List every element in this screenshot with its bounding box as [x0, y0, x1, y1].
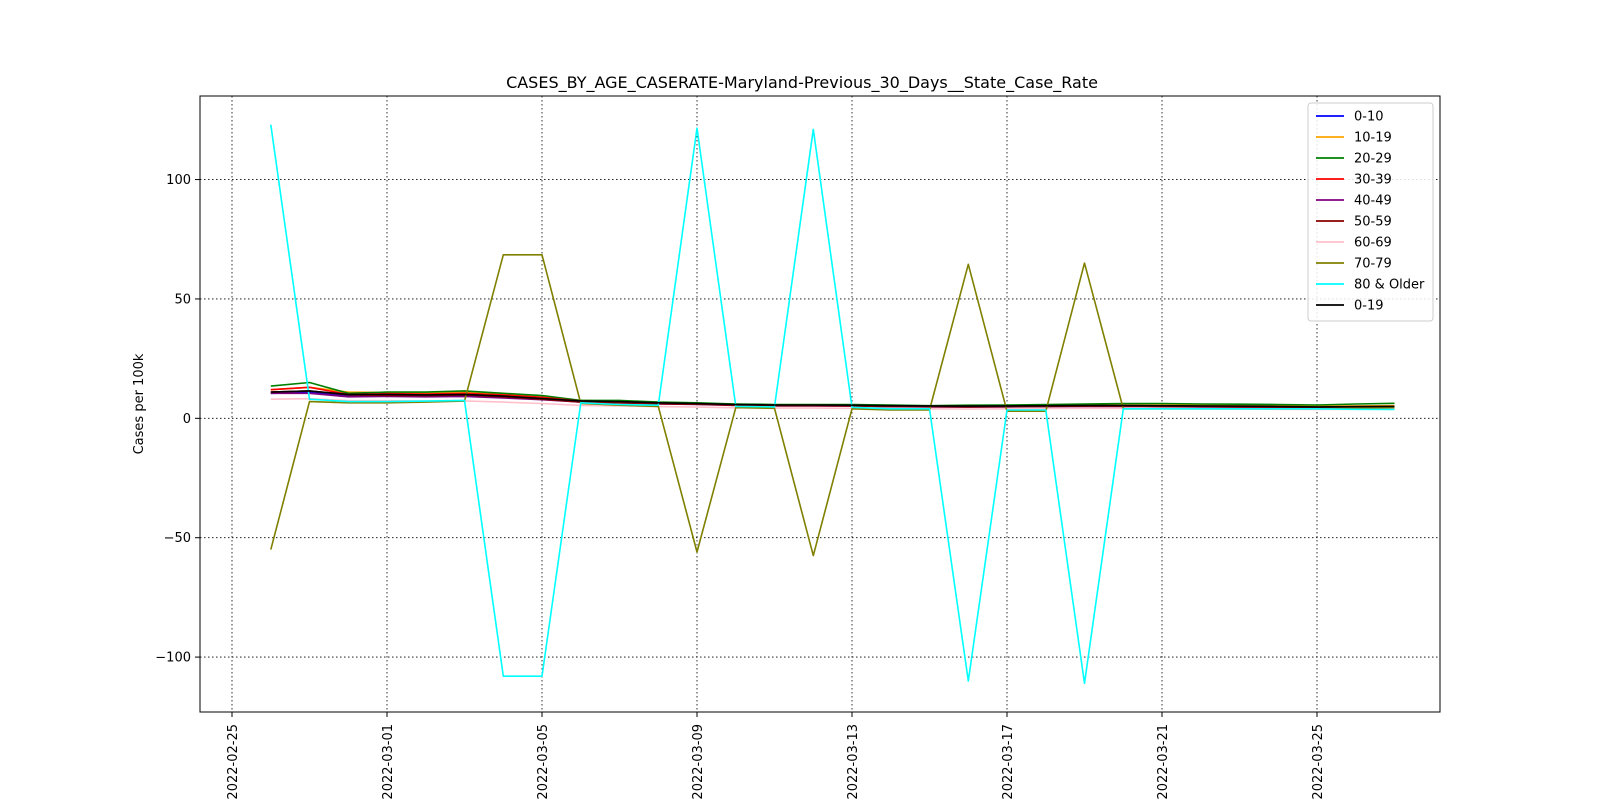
- legend-label: 70-79: [1354, 257, 1392, 272]
- chart-title: CASES_BY_AGE_CASERATE-Maryland-Previous_…: [506, 73, 1098, 93]
- legend: 0-10 10-19 20-29 30-39 40-49 50-59 60-69 70-79 8…: [1307, 102, 1434, 322]
- legend-label: 10-19: [1354, 131, 1392, 146]
- legend-label: 30-39: [1354, 173, 1392, 188]
- x-tick-label: 2022-03-01: [381, 724, 396, 800]
- series-lines: [270, 124, 1395, 685]
- legend-label: 60-69: [1354, 236, 1392, 251]
- series-line-80-older: [270, 124, 1395, 685]
- legend-label: 0-10: [1354, 110, 1384, 125]
- y-tick-label: −100: [155, 651, 191, 666]
- x-axis: 2022-02-25 2022-03-01 2022-03-05 2022-03-09…: [226, 712, 1326, 800]
- y-axis: −100 −50 0 50 100: [155, 173, 200, 666]
- legend-label: 80 & Older: [1354, 278, 1425, 293]
- legend-label: 40-49: [1354, 194, 1392, 209]
- x-tick-label: 2022-02-25: [226, 724, 241, 800]
- y-tick-label: −50: [164, 531, 191, 546]
- x-tick-label: 2022-03-09: [691, 724, 706, 800]
- plot-frame: [199, 95, 1441, 713]
- x-tick-label: 2022-03-21: [1156, 724, 1171, 800]
- y-tick-label: 50: [174, 292, 191, 307]
- legend-label: 0-19: [1354, 299, 1384, 314]
- y-axis-label: Cases per 100k: [132, 353, 147, 454]
- x-tick-label: 2022-03-05: [536, 724, 551, 800]
- x-tick-label: 2022-03-25: [1311, 724, 1326, 800]
- y-tick-label: 0: [183, 412, 191, 427]
- x-tick-label: 2022-03-13: [846, 724, 861, 800]
- legend-label: 50-59: [1354, 215, 1392, 230]
- series-line-0-19: [270, 390, 1395, 408]
- legend-label: 20-29: [1354, 152, 1392, 167]
- x-tick-label: 2022-03-17: [1001, 724, 1016, 800]
- y-tick-label: 100: [166, 173, 191, 188]
